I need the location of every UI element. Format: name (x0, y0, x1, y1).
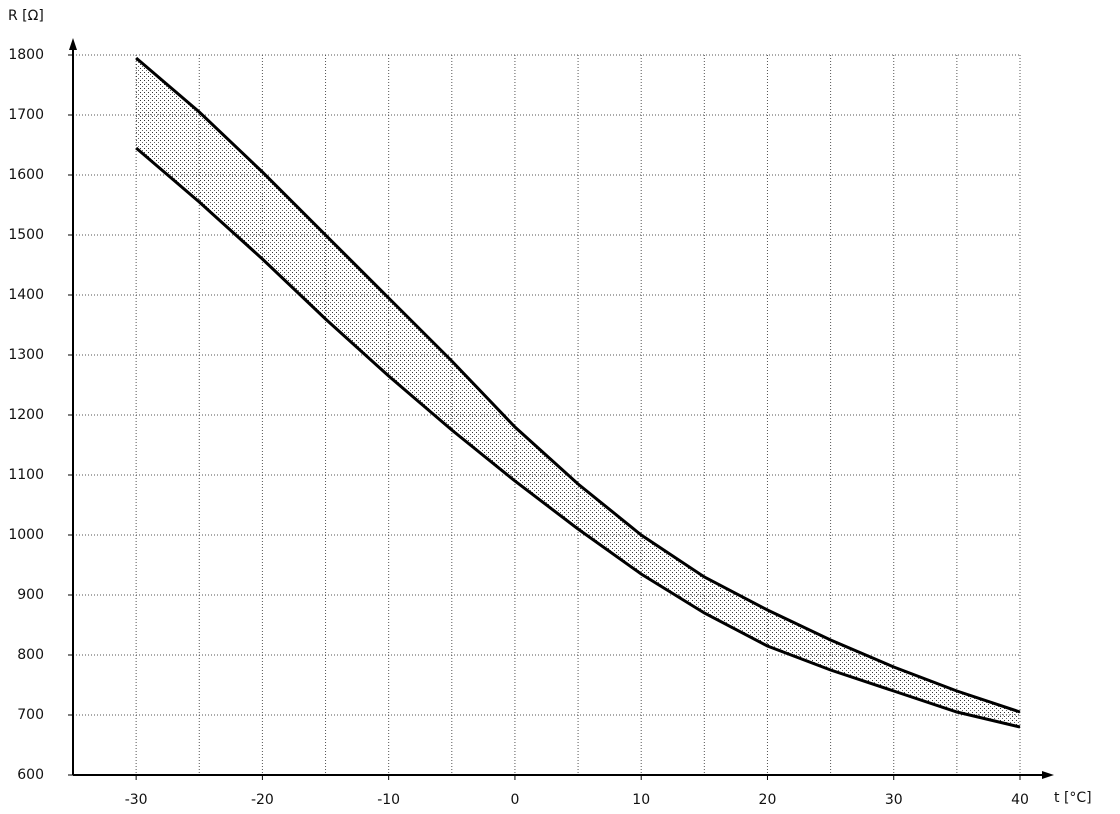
x-tick-label: 0 (510, 792, 519, 808)
y-tick-label: 900 (17, 587, 44, 603)
x-tick-label: -10 (377, 792, 400, 808)
y-axis-arrow (69, 38, 77, 50)
y-tick-label: 700 (17, 707, 44, 723)
x-tick-label: 30 (885, 792, 903, 808)
y-tick-label: 1300 (8, 347, 44, 363)
y-tick-label: 1100 (8, 467, 44, 483)
curve (135, 146, 1021, 729)
x-axis-arrow (1042, 771, 1054, 779)
y-tick-label: 600 (17, 767, 44, 783)
band-fill (136, 58, 1021, 727)
y-tick-label: 800 (17, 647, 44, 663)
x-axis-label: t [°C] (1054, 790, 1092, 806)
x-tick-label: -20 (251, 792, 274, 808)
x-tick-label: 10 (632, 792, 650, 808)
y-tick-label: 1500 (8, 227, 44, 243)
y-tick-label: 1000 (8, 527, 44, 543)
y-tick-label: 1200 (8, 407, 44, 423)
y-tick-label: 1700 (8, 107, 44, 123)
y-tick-label: 1800 (8, 47, 44, 63)
x-tick-label: 20 (759, 792, 777, 808)
y-tick-label: 1600 (8, 167, 44, 183)
x-tick-label: -30 (125, 792, 148, 808)
curve (135, 56, 1021, 714)
y-axis-label: R [Ω] (8, 8, 44, 24)
y-tick-label: 1400 (8, 287, 44, 303)
x-tick-label: 40 (1011, 792, 1029, 808)
